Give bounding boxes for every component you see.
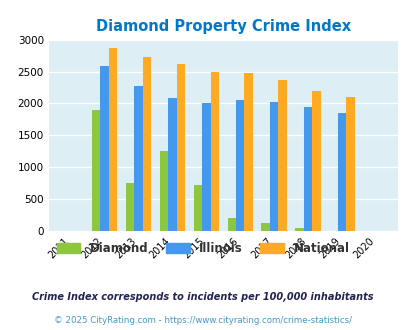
Bar <box>159 151 168 231</box>
Bar <box>244 73 252 231</box>
Bar <box>176 64 185 231</box>
Bar <box>278 81 286 231</box>
Title: Diamond Property Crime Index: Diamond Property Crime Index <box>96 19 350 34</box>
Bar <box>168 98 176 231</box>
Legend: Diamond, Illinois, National: Diamond, Illinois, National <box>52 237 353 260</box>
Bar <box>134 86 143 231</box>
Bar <box>269 102 278 231</box>
Bar <box>100 66 109 231</box>
Bar <box>126 182 134 231</box>
Text: Crime Index corresponds to incidents per 100,000 inhabitants: Crime Index corresponds to incidents per… <box>32 292 373 302</box>
Bar <box>143 57 151 231</box>
Bar <box>303 107 311 231</box>
Bar <box>345 97 354 231</box>
Bar <box>109 48 117 231</box>
Bar <box>210 72 219 231</box>
Bar <box>193 185 202 231</box>
Bar <box>311 91 320 231</box>
Bar <box>92 110 100 231</box>
Bar <box>261 223 269 231</box>
Text: © 2025 CityRating.com - https://www.cityrating.com/crime-statistics/: © 2025 CityRating.com - https://www.city… <box>54 315 351 325</box>
Bar <box>337 113 345 231</box>
Bar <box>202 103 210 231</box>
Bar <box>235 100 244 231</box>
Bar <box>294 228 303 231</box>
Bar <box>227 217 235 231</box>
